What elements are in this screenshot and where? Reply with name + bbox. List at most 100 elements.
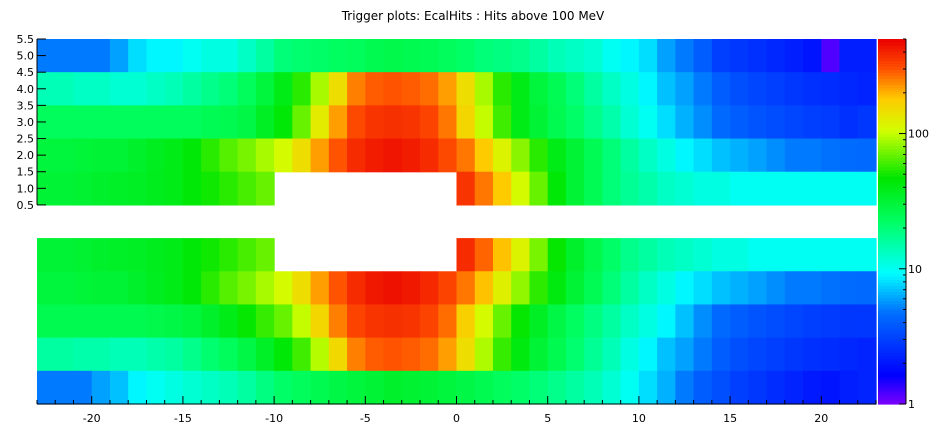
heatmap-cell <box>711 370 731 405</box>
x-tick-label: 0 <box>453 412 460 425</box>
heatmap-cell <box>857 337 877 372</box>
heatmap-cell <box>219 72 239 106</box>
heatmap-cell <box>401 271 421 306</box>
heatmap-cell <box>657 171 676 206</box>
heatmap-cell <box>693 72 713 106</box>
heatmap-cell <box>565 39 585 73</box>
colorbar-band <box>878 233 906 238</box>
heatmap-cell <box>492 304 512 339</box>
y-tick-label: 2.0 <box>17 149 35 162</box>
heatmap-cell <box>620 39 640 73</box>
heatmap-cell <box>511 138 531 173</box>
colorbar-band <box>878 276 906 280</box>
heatmap-cell <box>401 72 421 106</box>
heatmap-cell <box>237 304 257 339</box>
heatmap-cell <box>55 138 75 173</box>
colorbar-band <box>878 337 906 341</box>
colorbar-band <box>878 93 906 98</box>
heatmap-cell <box>438 271 458 306</box>
heatmap-cell <box>128 39 148 73</box>
heatmap-cell <box>602 72 622 106</box>
heatmap-cell <box>420 304 439 339</box>
heatmap-cell <box>657 72 676 106</box>
colorbar-band <box>878 331 906 335</box>
heatmap-cell <box>529 72 549 106</box>
heatmap-cell <box>638 39 658 73</box>
heatmap-cell <box>511 370 531 405</box>
heatmap-cell <box>219 337 239 372</box>
heatmap-cell <box>201 105 220 140</box>
colorbar-band <box>878 145 906 150</box>
heatmap-cell <box>328 304 348 339</box>
heatmap-cell <box>365 337 385 372</box>
heatmap-cell <box>857 138 877 173</box>
heatmap-cell <box>292 370 312 405</box>
heatmap-cell <box>146 271 166 306</box>
heatmap-cell <box>547 304 567 339</box>
heatmap-cell <box>766 238 786 272</box>
y-tick-label: 1.0 <box>17 182 35 195</box>
heatmap-cell <box>164 271 184 306</box>
colorbar-band <box>878 221 906 226</box>
heatmap-cell <box>711 105 731 140</box>
heatmap-cell <box>109 171 129 206</box>
colorbar-band <box>878 136 906 140</box>
heatmap-cell <box>255 337 275 372</box>
heatmap-cell <box>821 138 841 173</box>
heatmap-cell <box>310 138 330 173</box>
colorbar-band <box>878 239 906 244</box>
heatmap-cell <box>201 238 220 272</box>
colorbar-band <box>878 388 906 393</box>
heatmap-cell <box>474 105 494 140</box>
heatmap-cell <box>255 238 275 272</box>
colorbar-band <box>878 254 906 259</box>
colorbar-band <box>878 75 906 80</box>
colorbar-tick-label: 10 <box>908 263 922 276</box>
heatmap-cell <box>128 238 148 272</box>
heatmap-cell <box>565 337 585 372</box>
heatmap-cell <box>511 105 531 140</box>
heatmap-cell <box>219 238 239 272</box>
heatmap-cell <box>511 72 531 106</box>
colorbar-band <box>878 248 906 253</box>
x-tick-label: 5 <box>544 412 551 425</box>
heatmap-cell <box>91 337 111 372</box>
heatmap-cell <box>547 370 567 405</box>
colorbar-band <box>878 300 906 305</box>
heatmap-cell <box>839 72 859 106</box>
heatmap-cell <box>693 238 713 272</box>
colorbar-band <box>878 361 906 366</box>
heatmap-cell <box>73 238 93 272</box>
heatmap-cell <box>55 72 75 106</box>
y-tick-label: 4.0 <box>17 83 35 96</box>
colorbar-band <box>878 209 906 213</box>
heatmap-cell <box>766 138 786 173</box>
heatmap-cell <box>584 337 604 372</box>
heatmap-cell <box>55 39 75 73</box>
heatmap-cell <box>401 370 421 405</box>
heatmap-cell <box>128 105 148 140</box>
heatmap-cell <box>584 304 604 339</box>
y-tick-label: 5.5 <box>17 33 35 46</box>
heatmap-cell <box>438 370 458 405</box>
heatmap-cell <box>182 138 202 173</box>
heatmap-cell <box>164 238 184 272</box>
heatmap-cell <box>693 271 713 306</box>
heatmap-cell <box>37 72 56 106</box>
heatmap-cell <box>657 337 676 372</box>
heatmap-cell <box>730 39 749 73</box>
heatmap-cell <box>620 72 640 106</box>
colorbar-band <box>878 270 906 274</box>
y-tick-label: 4.5 <box>17 66 35 79</box>
heatmap-cell <box>292 39 312 73</box>
y-tick-label: 3.0 <box>17 116 35 129</box>
heatmap-cell <box>511 304 531 339</box>
heatmap-cell <box>620 238 640 272</box>
heatmap-cell <box>438 337 458 372</box>
heatmap-cell <box>803 337 822 372</box>
heatmap-cell <box>292 105 312 140</box>
colorbar-band <box>878 264 906 268</box>
heatmap-cell <box>784 39 804 73</box>
heatmap-cell <box>839 271 859 306</box>
heatmap-cell <box>383 39 403 73</box>
